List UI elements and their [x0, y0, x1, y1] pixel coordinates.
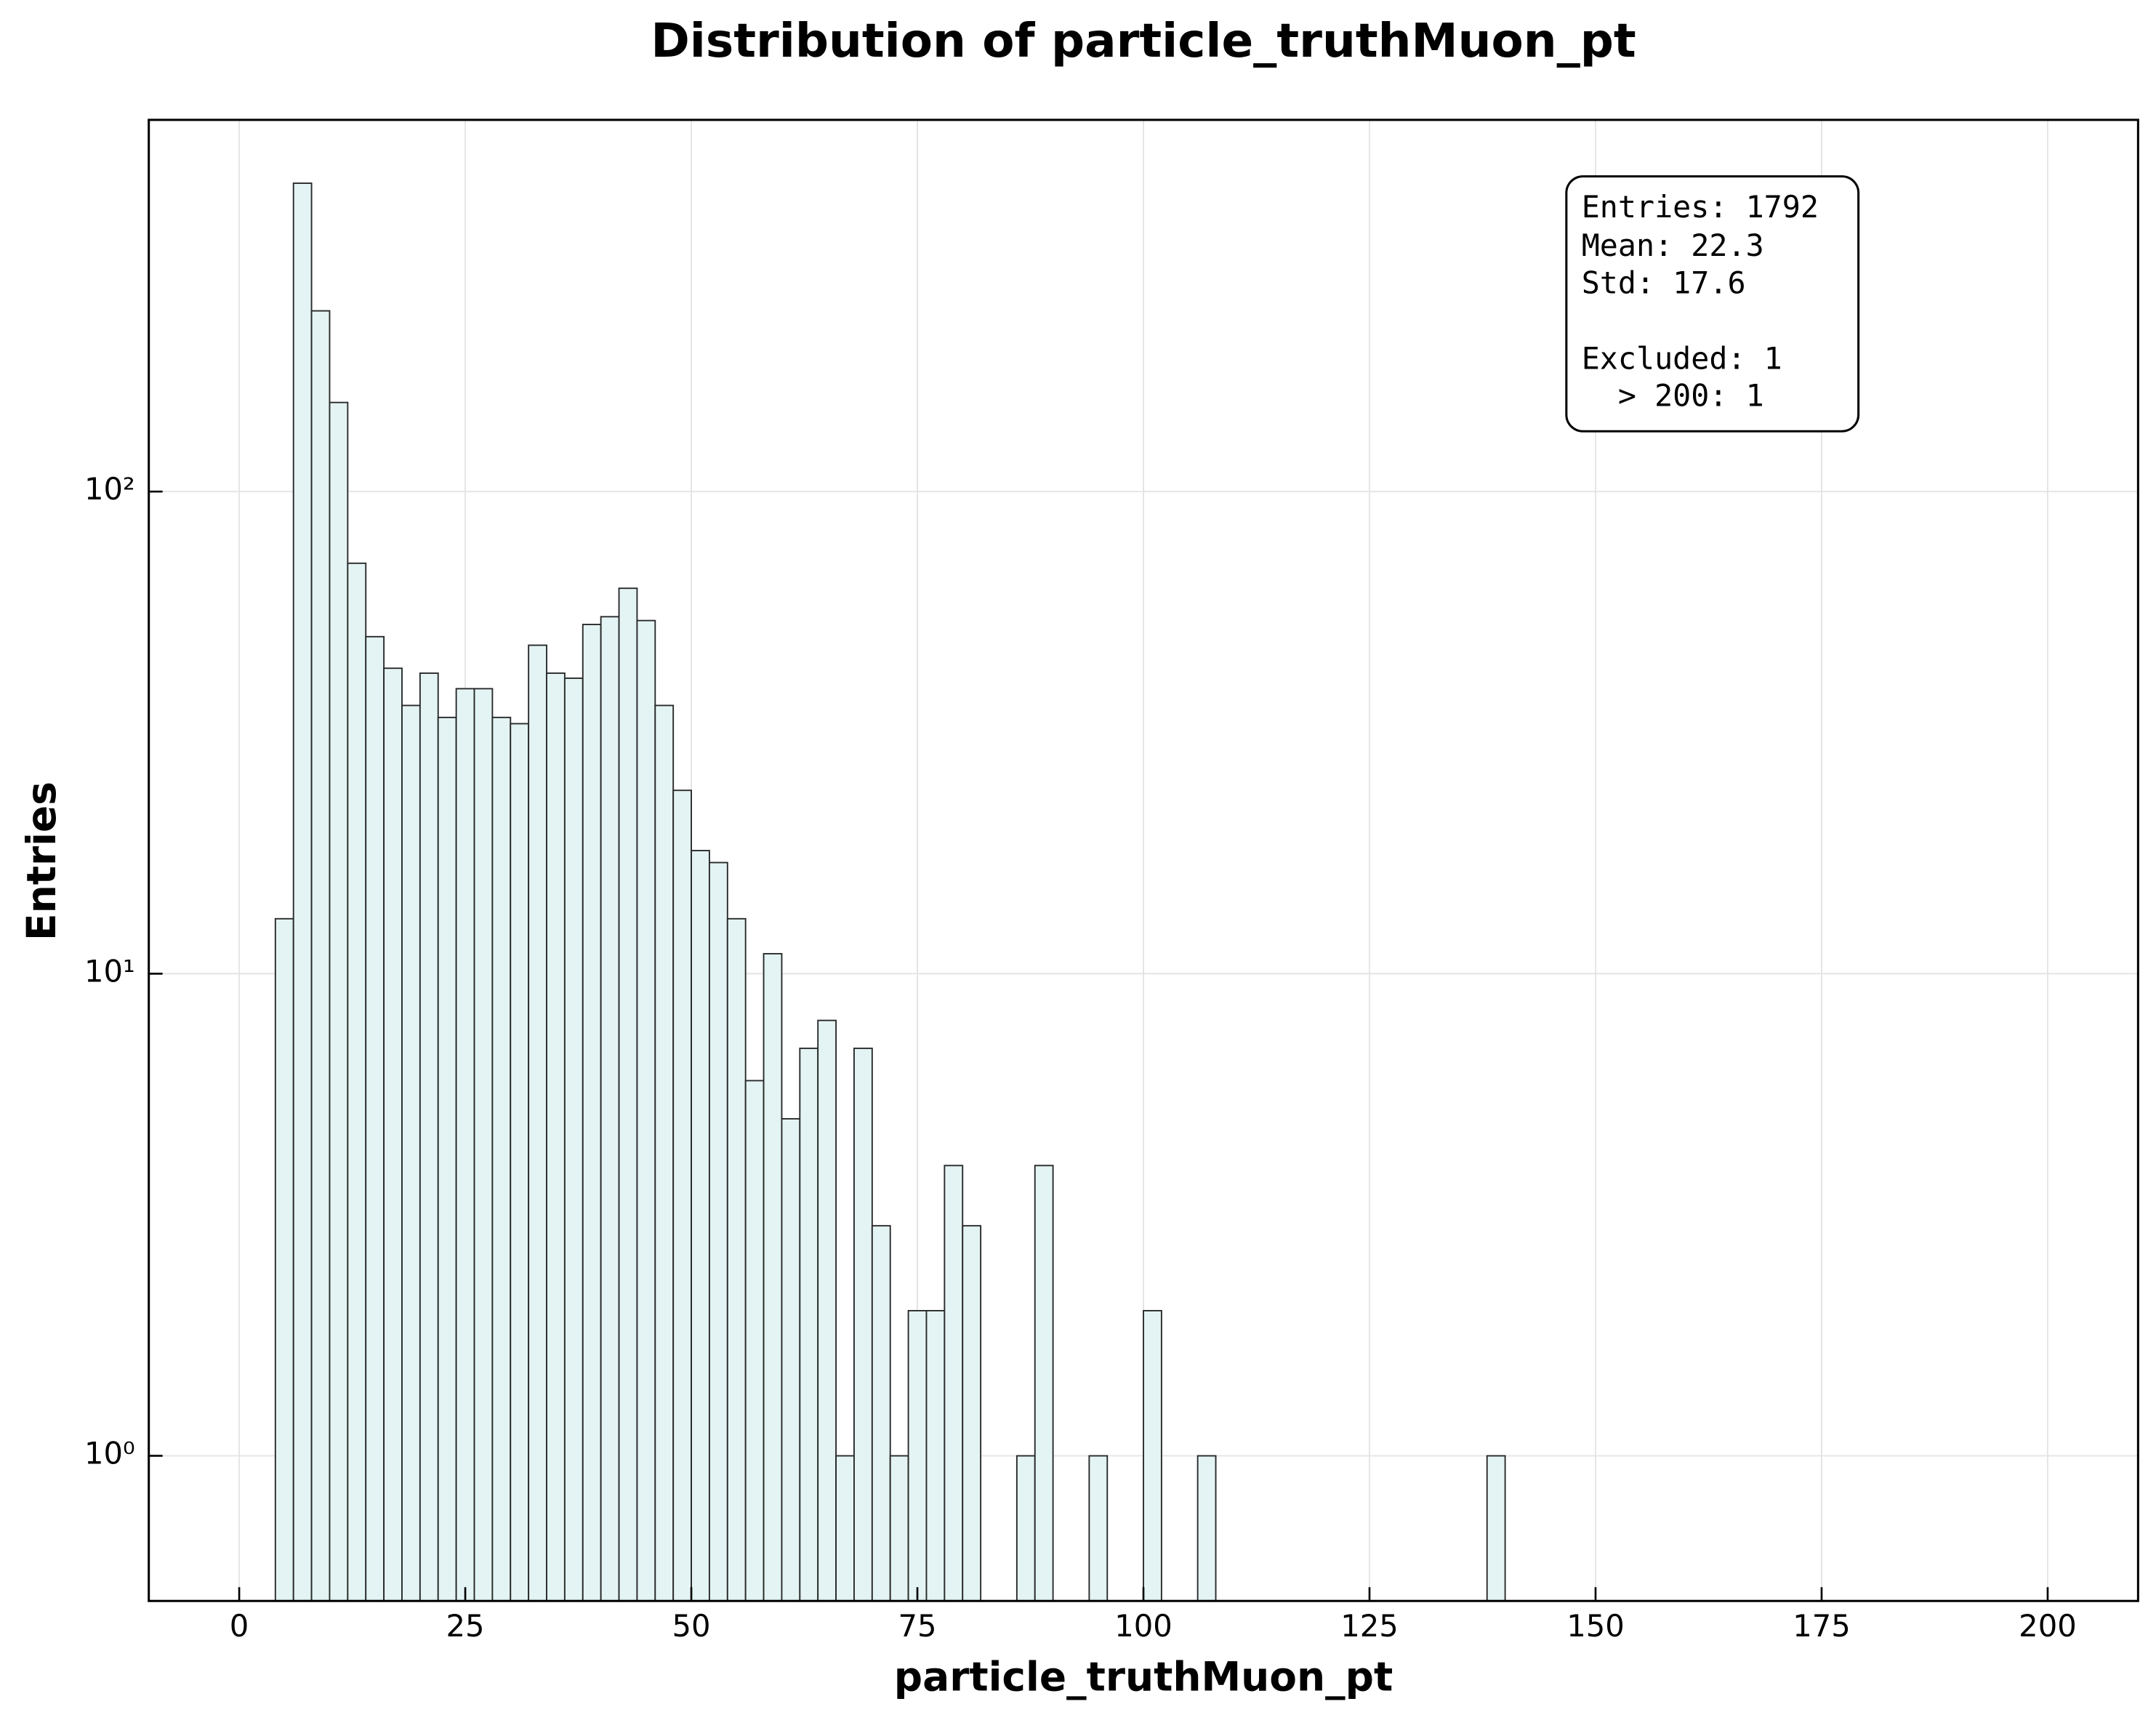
bar: [781, 1118, 801, 1602]
bar: [292, 182, 313, 1602]
bar: [510, 723, 530, 1602]
bar: [853, 1048, 873, 1602]
y-tick-label: 10²: [84, 471, 135, 507]
x-tick-label: 200: [2019, 1608, 2077, 1644]
y-tick-label: 10⁰: [84, 1436, 135, 1471]
bar: [636, 619, 656, 1602]
bar: [871, 1225, 891, 1602]
bar: [726, 917, 747, 1602]
plot-frame: [148, 118, 2139, 1602]
bar: [310, 310, 331, 1602]
axes: 0 25 50 75 100 125 150 175 200 10⁰ 10¹ 10²: [84, 471, 2077, 1644]
x-tick-label: 125: [1340, 1608, 1399, 1644]
x-tick-label: 0: [230, 1608, 249, 1644]
bar: [563, 678, 584, 1602]
bar: [944, 1165, 964, 1602]
bar: [582, 624, 602, 1602]
bar: [274, 917, 294, 1602]
x-tick-label: 175: [1793, 1608, 1851, 1644]
bar: [691, 850, 710, 1602]
bar: [491, 716, 512, 1602]
stats-box: [1565, 175, 1860, 433]
bar: [1088, 1455, 1109, 1602]
x-tick-label: 100: [1114, 1608, 1172, 1644]
y-tick-label: 10¹: [84, 953, 135, 989]
stats-line: Entries: 1792: [1582, 189, 1819, 225]
bar: [889, 1455, 909, 1602]
bar: [672, 789, 692, 1602]
bar: [546, 672, 566, 1602]
bar: [365, 635, 385, 1602]
bar: [347, 562, 367, 1602]
bar: [1196, 1455, 1217, 1602]
stats-line: > 200: 1: [1582, 378, 1764, 414]
bar: [437, 716, 457, 1602]
bar: [925, 1309, 946, 1602]
bar: [329, 401, 349, 1602]
x-tick-label: 75: [898, 1608, 937, 1644]
bar: [763, 952, 783, 1602]
bar: [1034, 1165, 1054, 1602]
bar: [1015, 1455, 1036, 1602]
bar: [473, 688, 494, 1602]
bar: [383, 667, 403, 1602]
bar: [600, 616, 620, 1602]
stats-line: Std: 17.6: [1582, 265, 1746, 300]
y-axis-label: Entries: [18, 781, 65, 941]
bar: [401, 704, 421, 1602]
bar: [962, 1225, 982, 1602]
bar: [455, 688, 475, 1602]
bar: [1143, 1309, 1162, 1602]
bar: [799, 1048, 819, 1602]
bar: [907, 1309, 928, 1602]
bar: [708, 861, 728, 1602]
bar: [528, 644, 547, 1602]
x-tick-label: 150: [1566, 1608, 1625, 1644]
bar: [618, 587, 638, 1602]
bar: [419, 672, 439, 1602]
bars: [274, 182, 1506, 1602]
bar: [817, 1019, 837, 1602]
bar: [744, 1080, 765, 1602]
stats-line: Excluded: 1: [1582, 341, 1782, 377]
x-axis-label: particle_truthMuon_pt: [894, 1653, 1393, 1700]
bar: [835, 1455, 855, 1602]
x-tick-label: 25: [446, 1608, 485, 1644]
x-tick-label: 50: [672, 1608, 711, 1644]
bar: [1486, 1455, 1506, 1602]
stats-line: Mean: 22.3: [1582, 228, 1764, 263]
bar: [654, 704, 675, 1602]
chart-title: Distribution of particle_truthMuon_pt: [651, 14, 1636, 68]
